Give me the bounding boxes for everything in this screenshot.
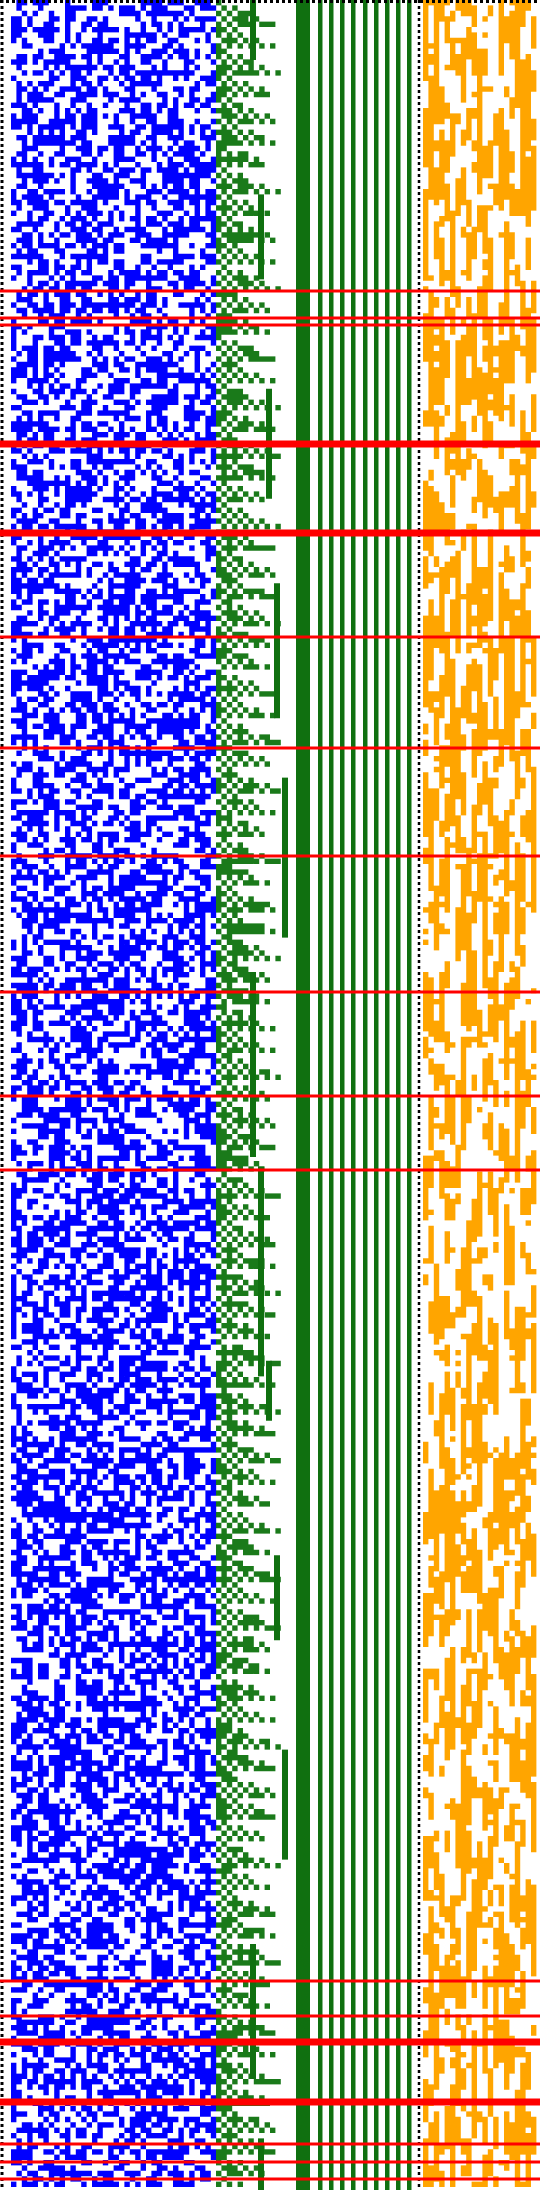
- blue-bit-field: [11, 0, 217, 2187]
- orange-bit-field: [423, 0, 537, 2187]
- green-segments: [250, 0, 288, 2190]
- green-staircase: [216, 0, 281, 2187]
